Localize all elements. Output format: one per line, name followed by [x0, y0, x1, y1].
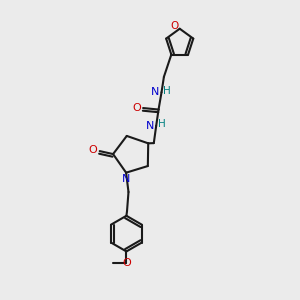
Text: H: H: [158, 119, 165, 129]
Text: N: N: [146, 121, 154, 131]
Text: O: O: [132, 103, 141, 113]
Text: N: N: [122, 174, 130, 184]
Text: N: N: [151, 87, 159, 97]
Text: O: O: [122, 258, 131, 268]
Text: O: O: [89, 145, 98, 154]
Text: H: H: [163, 86, 171, 96]
Text: O: O: [170, 21, 178, 32]
